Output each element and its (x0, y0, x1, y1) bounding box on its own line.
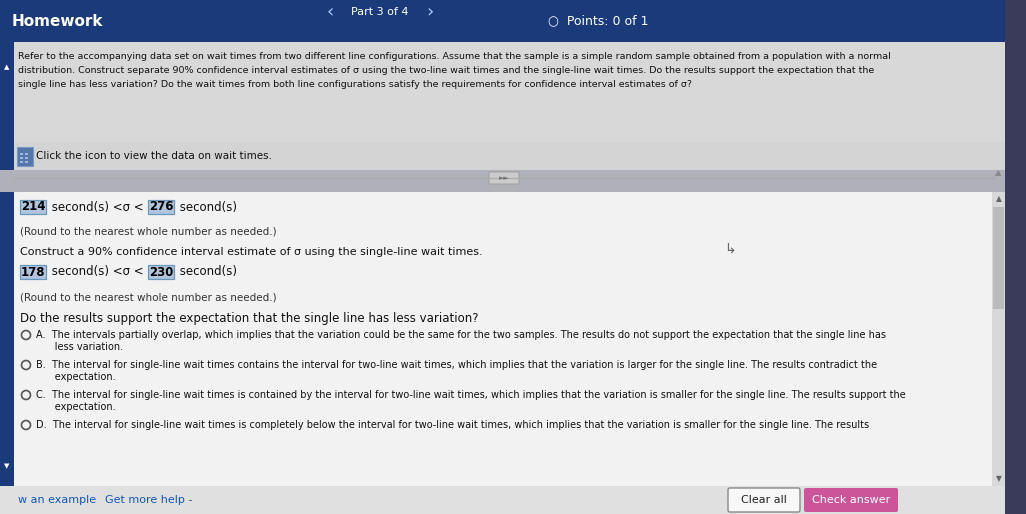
Text: second(s): second(s) (176, 266, 237, 279)
Text: (Round to the nearest whole number as needed.): (Round to the nearest whole number as ne… (19, 227, 277, 237)
Text: ▲: ▲ (995, 194, 1001, 204)
FancyBboxPatch shape (25, 156, 28, 159)
Text: ►►: ►► (499, 175, 509, 181)
Text: 214: 214 (21, 200, 45, 213)
Text: ›: › (427, 3, 434, 21)
Text: 230: 230 (149, 266, 173, 279)
Text: ○  Points: 0 of 1: ○ Points: 0 of 1 (548, 14, 648, 28)
Text: B.  The interval for single-line wait times contains the interval for two-line w: B. The interval for single-line wait tim… (36, 360, 877, 370)
FancyBboxPatch shape (0, 0, 1005, 42)
Text: A.  The intervals partially overlap, which implies that the variation could be t: A. The intervals partially overlap, whic… (36, 330, 886, 340)
Text: single line has less variation? Do the wait times from both line configurations : single line has less variation? Do the w… (18, 80, 692, 89)
FancyBboxPatch shape (17, 147, 33, 166)
FancyBboxPatch shape (0, 192, 14, 486)
Text: D.  The interval for single-line wait times is completely below the interval for: D. The interval for single-line wait tim… (36, 420, 869, 430)
Text: 178: 178 (21, 266, 45, 279)
FancyBboxPatch shape (0, 42, 1005, 142)
FancyBboxPatch shape (19, 200, 46, 214)
Text: second(s) <σ <: second(s) <σ < (48, 200, 144, 213)
Text: Construct a 90% confidence interval estimate of σ using the single-line wait tim: Construct a 90% confidence interval esti… (19, 247, 482, 257)
Text: Get more help -: Get more help - (105, 495, 193, 505)
FancyBboxPatch shape (992, 192, 1005, 486)
FancyBboxPatch shape (25, 153, 28, 155)
FancyBboxPatch shape (148, 200, 174, 214)
Text: (Round to the nearest whole number as needed.): (Round to the nearest whole number as ne… (19, 292, 277, 302)
Text: Do the results support the expectation that the single line has less variation?: Do the results support the expectation t… (19, 312, 478, 325)
Text: Clear all: Clear all (741, 495, 787, 505)
Text: Check answer: Check answer (812, 495, 891, 505)
FancyBboxPatch shape (19, 265, 46, 279)
Text: ↳: ↳ (724, 243, 736, 257)
Text: second(s): second(s) (176, 200, 237, 213)
FancyBboxPatch shape (148, 265, 174, 279)
FancyBboxPatch shape (728, 488, 800, 512)
FancyBboxPatch shape (19, 156, 23, 159)
FancyBboxPatch shape (25, 160, 28, 163)
Text: ▼: ▼ (4, 463, 9, 469)
Text: 276: 276 (149, 200, 173, 213)
Text: w an example: w an example (18, 495, 96, 505)
FancyBboxPatch shape (0, 486, 1005, 514)
FancyBboxPatch shape (1005, 0, 1026, 514)
FancyBboxPatch shape (0, 192, 1005, 486)
Text: Part 3 of 4: Part 3 of 4 (351, 7, 408, 17)
Text: less variation.: less variation. (36, 342, 123, 352)
FancyBboxPatch shape (0, 142, 1005, 170)
Text: ▲: ▲ (4, 64, 9, 70)
FancyBboxPatch shape (19, 160, 23, 163)
FancyBboxPatch shape (19, 153, 23, 155)
Text: ▲: ▲ (995, 169, 1001, 177)
Text: distribution. Construct separate 90% confidence interval estimates of σ using th: distribution. Construct separate 90% con… (18, 66, 874, 75)
Text: Refer to the accompanying data set on wait times from two different line configu: Refer to the accompanying data set on wa… (18, 52, 891, 61)
Text: C.  The interval for single-line wait times is contained by the interval for two: C. The interval for single-line wait tim… (36, 390, 906, 400)
FancyBboxPatch shape (993, 207, 1004, 309)
Text: Click the icon to view the data on wait times.: Click the icon to view the data on wait … (36, 151, 272, 161)
FancyBboxPatch shape (0, 42, 14, 142)
Text: second(s) <σ <: second(s) <σ < (48, 266, 144, 279)
FancyBboxPatch shape (489, 172, 519, 184)
Text: Homework: Homework (12, 13, 104, 28)
Text: ‹: ‹ (326, 3, 333, 21)
Text: ▼: ▼ (995, 474, 1001, 484)
FancyBboxPatch shape (804, 488, 898, 512)
Text: expectation.: expectation. (36, 372, 116, 382)
Text: expectation.: expectation. (36, 402, 116, 412)
FancyBboxPatch shape (0, 142, 14, 170)
